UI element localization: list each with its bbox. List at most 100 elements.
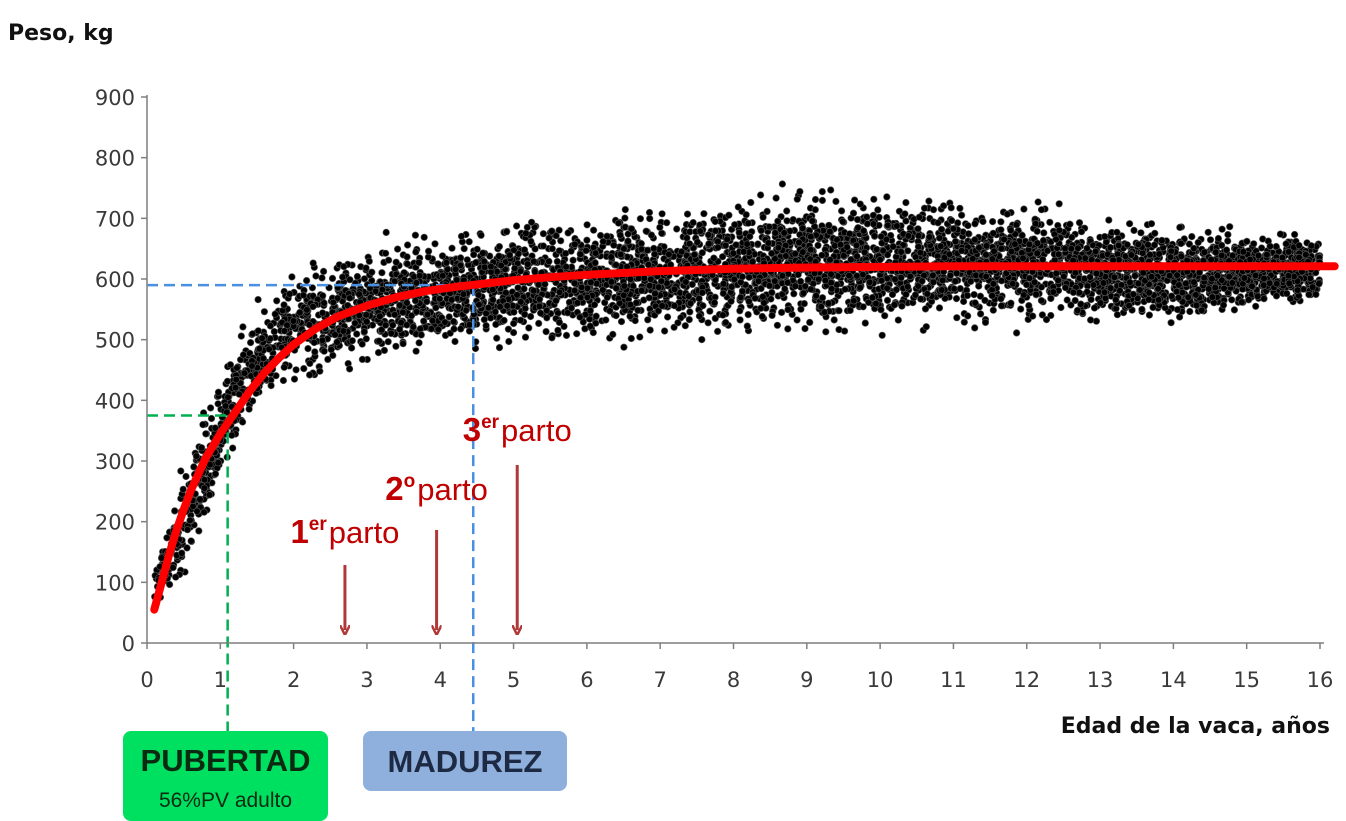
scatter-point xyxy=(288,273,296,281)
scatter-point xyxy=(872,300,880,308)
scatter-point xyxy=(981,318,990,327)
scatter-point xyxy=(1037,206,1046,214)
scatter-point xyxy=(280,363,288,371)
scatter-point xyxy=(790,290,798,298)
scatter-point xyxy=(890,301,899,309)
scatter-point xyxy=(698,249,706,257)
scatter-point xyxy=(859,271,867,279)
scatter-point xyxy=(883,296,892,305)
scatter-point xyxy=(849,209,858,217)
scatter-point xyxy=(351,319,359,327)
scatter-point xyxy=(760,299,768,307)
scatter-point xyxy=(509,329,518,337)
scatter-point xyxy=(382,249,390,257)
scatter-point xyxy=(1031,220,1040,228)
scatter-point xyxy=(784,325,792,333)
scatter-point xyxy=(832,197,840,205)
scatter-point xyxy=(997,245,1005,253)
scatter-point xyxy=(818,188,826,196)
scatter-point xyxy=(953,269,961,278)
scatter-point xyxy=(339,327,347,335)
scatter-point xyxy=(1034,198,1042,206)
scatter-point xyxy=(1092,270,1101,278)
scatter-point xyxy=(380,346,389,355)
scatter-point xyxy=(412,248,420,256)
scatter-point xyxy=(586,307,594,315)
scatter-point xyxy=(901,210,909,218)
scatter-point xyxy=(1086,316,1095,324)
scatter-point xyxy=(475,301,483,309)
scatter-point xyxy=(1307,242,1315,250)
scatter-point xyxy=(576,250,584,258)
scatter-point xyxy=(267,382,275,390)
scatter-point xyxy=(1043,247,1052,255)
scatter-point xyxy=(543,306,551,315)
scatter-point xyxy=(571,240,579,248)
scatter-point xyxy=(1113,311,1121,319)
scatter-point xyxy=(365,257,373,265)
scatter-point xyxy=(800,300,808,308)
scatter-point xyxy=(1033,227,1041,235)
scatter-point xyxy=(177,467,185,475)
scatter-point xyxy=(725,211,733,219)
scatter-point xyxy=(624,237,632,245)
scatter-point xyxy=(939,202,948,210)
scatter-point xyxy=(560,322,568,331)
scatter-point xyxy=(1012,221,1021,229)
scatter-point xyxy=(897,274,905,282)
scatter-point xyxy=(503,228,511,236)
scatter-point xyxy=(864,298,873,307)
scatter-point xyxy=(617,318,626,326)
scatter-point xyxy=(856,284,864,292)
scatter-point xyxy=(1246,255,1254,264)
scatter-point xyxy=(1194,238,1202,247)
scatter-point xyxy=(828,285,836,293)
scatter-point xyxy=(199,421,207,429)
scatter-point xyxy=(531,245,539,253)
scatter-point xyxy=(746,232,754,241)
scatter-point xyxy=(539,230,548,238)
scatter-point xyxy=(477,231,485,239)
scatter-point xyxy=(1090,304,1099,312)
scatter-point xyxy=(552,297,560,305)
scatter-point xyxy=(771,277,779,285)
scatter-point xyxy=(391,311,399,319)
scatter-point xyxy=(1154,285,1162,293)
scatter-point xyxy=(953,314,961,322)
scatter-point xyxy=(303,277,311,285)
scatter-point xyxy=(888,290,897,299)
scatter-point xyxy=(482,322,490,330)
scatter-point xyxy=(1219,301,1228,309)
scatter-point xyxy=(879,247,887,255)
scatter-point xyxy=(719,311,727,319)
scatter-point xyxy=(1150,241,1159,249)
scatter-point xyxy=(535,302,544,311)
scatter-point xyxy=(934,219,942,227)
scatter-point xyxy=(1116,287,1124,295)
scatter-point xyxy=(989,229,997,237)
scatter-point xyxy=(387,329,395,338)
scatter-point xyxy=(646,326,654,334)
scatter-point xyxy=(710,299,719,307)
scatter-point xyxy=(534,281,543,289)
scatter-point xyxy=(300,365,308,373)
scatter-point xyxy=(1245,296,1253,304)
scatter-point xyxy=(362,311,370,319)
scatter-point xyxy=(316,367,324,375)
scatter-point xyxy=(404,241,412,249)
scatter-point xyxy=(183,526,192,534)
scatter-point xyxy=(1127,251,1136,259)
scatter-point xyxy=(1254,292,1262,300)
scatter-point xyxy=(736,316,744,324)
scatter-point xyxy=(511,264,519,273)
scatter-point xyxy=(384,338,392,346)
scatter-point xyxy=(1192,301,1201,310)
scatter-point xyxy=(964,230,973,238)
scatter-point xyxy=(603,293,611,302)
scatter-point xyxy=(1054,250,1063,258)
scatter-point xyxy=(1176,223,1184,231)
scatter-point xyxy=(465,327,474,335)
scatter-point xyxy=(553,257,561,266)
scatter-point xyxy=(1012,329,1021,337)
scatter-point xyxy=(647,275,655,283)
